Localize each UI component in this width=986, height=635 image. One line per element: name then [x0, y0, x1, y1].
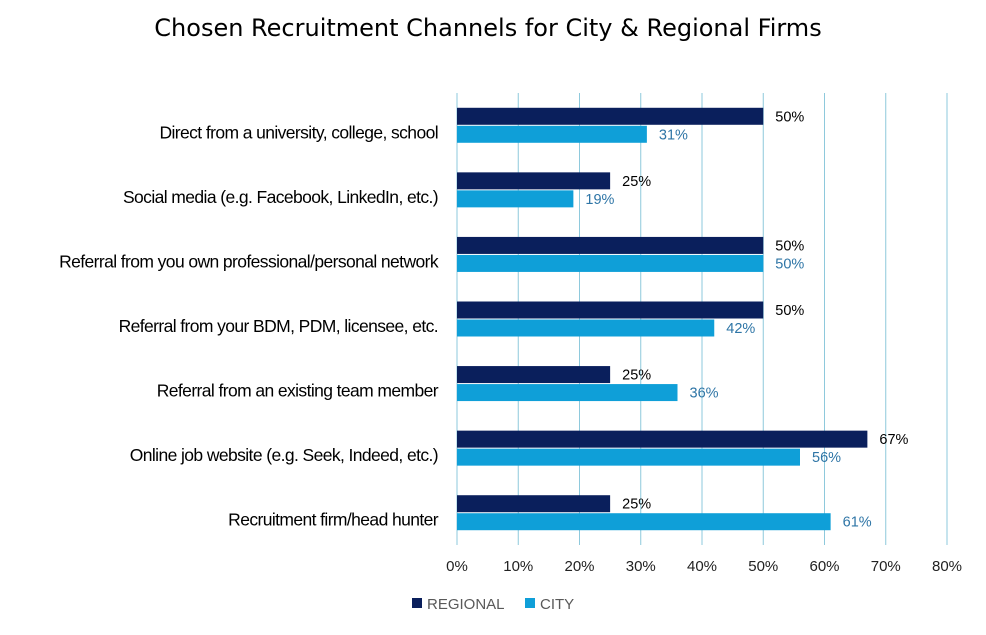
- x-tick-label: 30%: [626, 558, 656, 575]
- x-tick-label: 20%: [564, 558, 594, 575]
- bar-regional: [457, 107, 764, 125]
- data-label-city: 31%: [659, 127, 688, 143]
- x-tick-label: 50%: [748, 558, 778, 575]
- x-tick-label: 40%: [687, 558, 717, 575]
- bar-city: [457, 448, 800, 466]
- data-label-regional: 50%: [775, 303, 804, 319]
- data-label-city: 61%: [843, 515, 872, 531]
- chart-title: Chosen Recruitment Channels for City & R…: [154, 14, 822, 42]
- bar-regional: [457, 172, 611, 190]
- bar-city: [457, 254, 764, 272]
- data-label-city: 19%: [585, 192, 614, 208]
- category-label: Referral from your BDM, PDM, licensee, e…: [119, 316, 438, 336]
- legend-swatch-city: [525, 598, 535, 608]
- bar-regional: [457, 236, 764, 254]
- data-label-regional: 50%: [775, 238, 804, 254]
- x-tick-label: 80%: [932, 558, 962, 575]
- bar-regional: [457, 430, 868, 448]
- data-label-regional: 50%: [775, 109, 804, 125]
- bar-city: [457, 190, 574, 208]
- category-label: Referral from an existing team member: [157, 381, 439, 401]
- category-label: Referral from you own professional/perso…: [59, 251, 439, 271]
- bar-regional: [457, 366, 611, 384]
- data-label-city: 36%: [690, 386, 719, 402]
- x-tick-label: 60%: [809, 558, 839, 575]
- bar-city: [457, 384, 678, 402]
- data-label-regional: 25%: [622, 368, 651, 384]
- x-tick-label: 70%: [871, 558, 901, 575]
- data-label-regional: 67%: [879, 432, 908, 448]
- category-label: Recruitment firm/head hunter: [228, 510, 439, 530]
- legend-label-city: CITY: [540, 596, 574, 613]
- x-tick-label: 0%: [446, 558, 468, 575]
- bar-city: [457, 125, 647, 143]
- data-label-regional: 25%: [622, 497, 651, 513]
- category-label: Direct from a university, college, schoo…: [159, 122, 438, 142]
- legend-swatch-regional: [412, 598, 422, 608]
- data-label-city: 42%: [726, 321, 755, 337]
- data-label-city: 56%: [812, 450, 841, 466]
- category-label: Social media (e.g. Facebook, LinkedIn, e…: [123, 187, 438, 207]
- bar-city: [457, 513, 831, 531]
- category-label: Online job website (e.g. Seek, Indeed, e…: [130, 445, 438, 465]
- data-label-city: 50%: [775, 256, 804, 272]
- bar-city: [457, 319, 715, 337]
- x-tick-label: 10%: [503, 558, 533, 575]
- legend-label-regional: REGIONAL: [427, 596, 505, 613]
- bar-regional: [457, 301, 764, 319]
- data-label-regional: 25%: [622, 174, 651, 190]
- bar-regional: [457, 495, 611, 513]
